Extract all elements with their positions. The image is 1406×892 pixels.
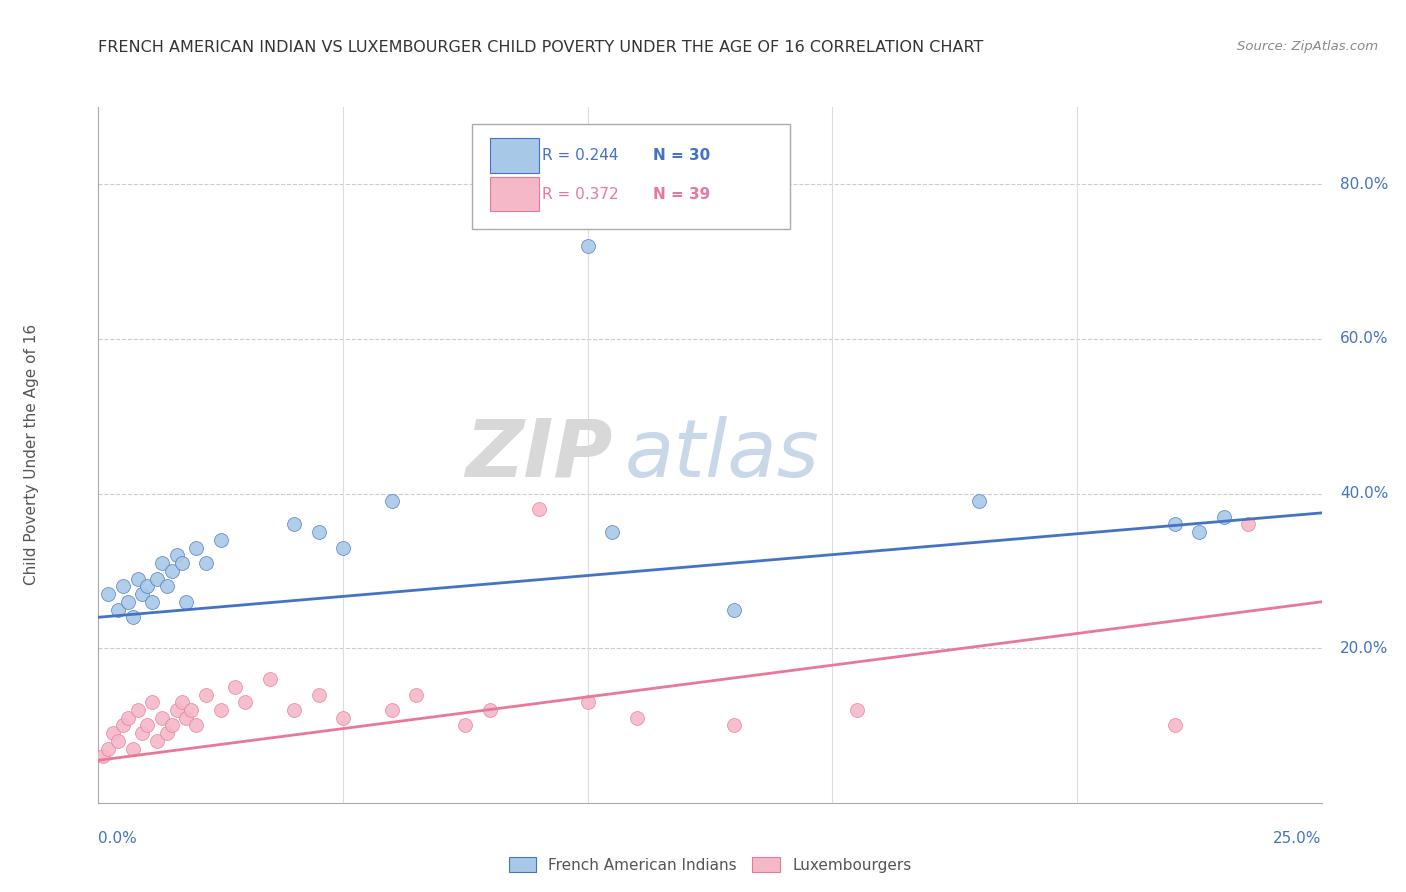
- FancyBboxPatch shape: [471, 124, 790, 229]
- Text: 0.0%: 0.0%: [98, 830, 138, 846]
- Point: [209, 533, 232, 547]
- Point: [136, 579, 159, 593]
- Text: N = 39: N = 39: [652, 186, 710, 202]
- Point: [259, 672, 281, 686]
- Point: [381, 703, 404, 717]
- Point: [195, 688, 218, 702]
- Point: [91, 749, 114, 764]
- Point: [131, 587, 153, 601]
- Text: N = 30: N = 30: [652, 148, 710, 163]
- Point: [131, 726, 153, 740]
- Point: [600, 525, 623, 540]
- Point: [1164, 517, 1187, 532]
- Point: [454, 718, 477, 732]
- Point: [160, 564, 183, 578]
- Point: [1164, 718, 1187, 732]
- Point: [186, 541, 208, 555]
- Point: [195, 556, 218, 570]
- Point: [101, 726, 124, 740]
- Text: Child Poverty Under the Age of 16: Child Poverty Under the Age of 16: [24, 325, 38, 585]
- Point: [146, 572, 169, 586]
- Point: [170, 556, 193, 570]
- Point: [156, 726, 179, 740]
- Point: [180, 703, 202, 717]
- Point: [308, 525, 330, 540]
- Point: [283, 517, 305, 532]
- Point: [136, 718, 159, 732]
- Point: [141, 695, 163, 709]
- Point: [107, 602, 129, 616]
- Text: ZIP: ZIP: [465, 416, 612, 494]
- Point: [150, 711, 173, 725]
- Point: [141, 595, 163, 609]
- Point: [576, 695, 599, 709]
- Point: [186, 718, 208, 732]
- Text: 20.0%: 20.0%: [1340, 640, 1388, 656]
- Point: [723, 718, 745, 732]
- Point: [478, 703, 501, 717]
- Text: R = 0.244: R = 0.244: [543, 148, 619, 163]
- Point: [127, 703, 149, 717]
- Point: [166, 703, 188, 717]
- Point: [111, 718, 134, 732]
- Point: [160, 718, 183, 732]
- Point: [1188, 525, 1211, 540]
- Point: [1212, 509, 1234, 524]
- Point: [332, 711, 354, 725]
- Text: R = 0.372: R = 0.372: [543, 186, 619, 202]
- Point: [121, 610, 143, 624]
- Point: [576, 239, 599, 253]
- Point: [283, 703, 305, 717]
- Point: [156, 579, 179, 593]
- Point: [1237, 517, 1260, 532]
- Point: [233, 695, 256, 709]
- Text: Source: ZipAtlas.com: Source: ZipAtlas.com: [1237, 40, 1378, 54]
- FancyBboxPatch shape: [489, 138, 538, 173]
- Point: [626, 711, 648, 725]
- Text: atlas: atlas: [624, 416, 820, 494]
- Point: [111, 579, 134, 593]
- Point: [117, 595, 139, 609]
- Text: 40.0%: 40.0%: [1340, 486, 1388, 501]
- Legend: French American Indians, Luxembourgers: French American Indians, Luxembourgers: [502, 850, 918, 879]
- Point: [107, 734, 129, 748]
- Point: [209, 703, 232, 717]
- Point: [308, 688, 330, 702]
- FancyBboxPatch shape: [489, 177, 538, 211]
- Point: [146, 734, 169, 748]
- Point: [97, 741, 120, 756]
- Point: [176, 711, 198, 725]
- Point: [117, 711, 139, 725]
- Point: [176, 595, 198, 609]
- Point: [332, 541, 354, 555]
- Text: FRENCH AMERICAN INDIAN VS LUXEMBOURGER CHILD POVERTY UNDER THE AGE OF 16 CORRELA: FRENCH AMERICAN INDIAN VS LUXEMBOURGER C…: [98, 40, 984, 55]
- Point: [527, 502, 550, 516]
- Point: [150, 556, 173, 570]
- Point: [170, 695, 193, 709]
- Point: [121, 741, 143, 756]
- Text: 80.0%: 80.0%: [1340, 177, 1388, 192]
- Point: [723, 602, 745, 616]
- Point: [166, 549, 188, 563]
- Point: [97, 587, 120, 601]
- Point: [224, 680, 246, 694]
- Point: [967, 494, 990, 508]
- Point: [381, 494, 404, 508]
- Point: [127, 572, 149, 586]
- Point: [845, 703, 868, 717]
- Text: 25.0%: 25.0%: [1274, 830, 1322, 846]
- Point: [405, 688, 427, 702]
- Text: 60.0%: 60.0%: [1340, 332, 1389, 346]
